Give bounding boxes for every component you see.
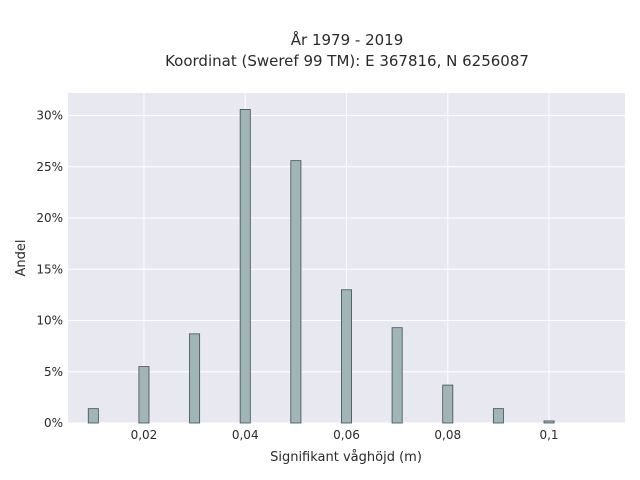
chart-title-line1: År 1979 - 2019 <box>291 30 404 49</box>
x-axis-ticks: 0,02 0,04 0,06 0,08 0,1 <box>131 428 559 442</box>
histogram-bar <box>442 384 454 424</box>
x-tick-label: 0,04 <box>232 428 259 442</box>
x-tick-label: 0,08 <box>434 428 461 442</box>
x-tick-label: 0,02 <box>131 428 158 442</box>
x-tick-label: 0,1 <box>539 428 558 442</box>
x-tick-label: 0,06 <box>333 428 360 442</box>
chart-title-line2: Koordinat (Sweref 99 TM): E 367816, N 62… <box>165 52 529 70</box>
histogram-bar <box>138 366 150 424</box>
y-axis-ticks: 0% 5% 10% 15% 20% 25% 30% <box>36 109 63 430</box>
histogram-bar <box>290 160 302 424</box>
y-tick-label: 5% <box>44 365 63 379</box>
histogram-bar <box>239 108 251 424</box>
y-tick-label: 15% <box>36 262 63 276</box>
x-axis-label: Signifikant våghöjd (m) <box>270 450 422 465</box>
histogram-bar <box>492 408 504 424</box>
histogram-bar <box>391 327 403 424</box>
bars <box>87 108 555 424</box>
histogram-bar <box>341 289 352 424</box>
y-tick-label: 0% <box>44 416 63 430</box>
y-tick-label: 20% <box>36 211 63 225</box>
histogram-bar <box>189 333 201 424</box>
y-tick-label: 10% <box>36 314 63 328</box>
y-axis-label: Andel <box>14 240 29 277</box>
histogram-bar <box>543 420 555 424</box>
histogram-bar <box>87 408 99 424</box>
y-tick-label: 25% <box>36 160 63 174</box>
y-tick-label: 30% <box>36 109 63 123</box>
